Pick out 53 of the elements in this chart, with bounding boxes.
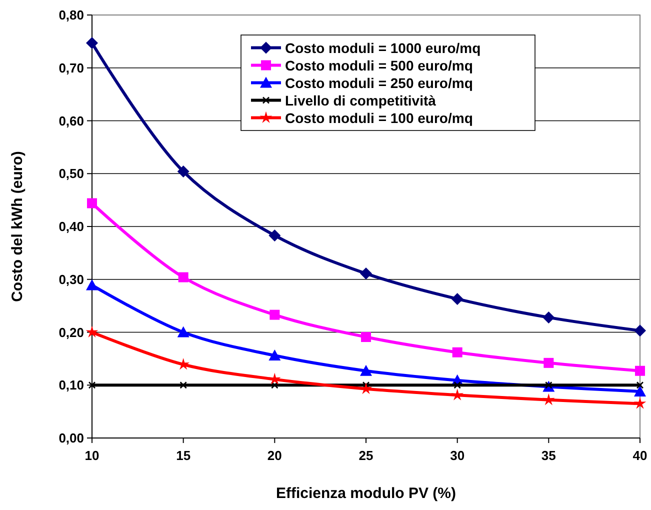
point (268, 229, 281, 242)
point (268, 350, 281, 361)
x-tick-label: 30 (450, 448, 465, 463)
y-tick-label: 0,40 (58, 219, 84, 234)
y-tick-label: 0,60 (58, 113, 84, 128)
point (270, 310, 280, 320)
point (86, 326, 98, 338)
y-tick-label: 0,80 (58, 8, 84, 22)
legend-label: Costo moduli = 250 euro/mq (285, 74, 473, 91)
point (268, 372, 281, 385)
point (452, 347, 462, 358)
point (635, 366, 645, 376)
point (544, 358, 554, 368)
y-tick-label: 0,50 (58, 166, 84, 182)
point (361, 332, 371, 342)
x-tick-label: 40 (632, 448, 648, 463)
y-axis-title: Costo del kWh (euro) (9, 151, 26, 302)
point (177, 166, 190, 178)
x-axis-title: Efficienza modulo PV (%) (276, 485, 456, 502)
y-tick-label: 0,70 (58, 60, 84, 76)
point (86, 279, 98, 290)
y-tick-label: 0,30 (58, 272, 84, 287)
point (360, 382, 372, 394)
point (87, 198, 97, 208)
y-tick-label: 0,20 (58, 324, 84, 340)
x-tick-label: 20 (267, 448, 282, 463)
x-tick-label: 25 (358, 448, 374, 463)
legend-label: Livello di competitività (285, 92, 436, 108)
point (180, 381, 187, 389)
point (454, 381, 461, 389)
x-tick-label: 35 (541, 448, 556, 463)
x-tick-label: 10 (84, 448, 100, 463)
point (542, 311, 555, 324)
point (360, 364, 372, 376)
point (86, 37, 98, 50)
point (451, 388, 464, 400)
point (451, 292, 464, 305)
point (542, 393, 555, 406)
legend-label: Costo moduli = 1000 euro/mq (285, 40, 481, 56)
point (360, 268, 372, 280)
y-tick-label: 0,00 (58, 430, 84, 446)
point (88, 381, 96, 389)
point (178, 272, 188, 282)
point (177, 326, 190, 338)
point (634, 324, 646, 337)
legend-label: Costo moduli = 100 euro/mq (285, 110, 473, 126)
point (634, 397, 646, 409)
point (634, 385, 646, 396)
point (271, 381, 278, 389)
y-tick-label: 0,10 (58, 378, 84, 393)
legend-label: Costo moduli = 500 euro/mq (285, 57, 473, 74)
point (636, 381, 644, 389)
x-tick-label: 15 (176, 448, 191, 463)
